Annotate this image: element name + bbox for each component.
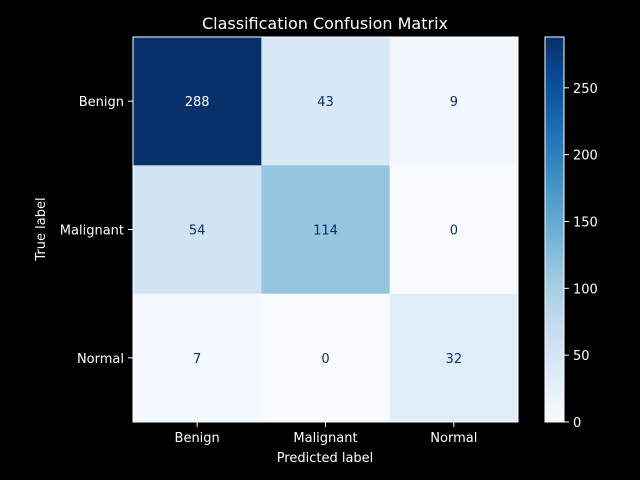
x-axis-label: Predicted label [277, 451, 374, 466]
heatmap-cell [261, 165, 391, 295]
cell-value-label: 32 [446, 352, 463, 367]
heatmap-cell [389, 165, 519, 295]
heatmap-cell [133, 293, 262, 423]
colorbar-ticks: 0 50 100 150 200 250 [564, 82, 598, 431]
y-axis-label: True label [34, 197, 49, 261]
x-tick-label: Malignant [293, 431, 357, 446]
heatmap-cell [389, 37, 519, 166]
heatmap-cell-labels: 288 43 9 54 114 0 7 0 32 [185, 95, 462, 367]
heatmap-cell [133, 37, 262, 166]
colorbar-tick-label: 100 [573, 282, 598, 297]
y-tick-label: Benign [79, 95, 124, 110]
cell-value-label: 7 [193, 352, 201, 367]
colorbar-tick-label: 250 [573, 82, 598, 97]
colorbar-tick-label: 0 [573, 416, 581, 431]
x-axis-ticks: Benign Malignant Normal [175, 422, 477, 446]
y-tick-label: Malignant [60, 224, 124, 239]
cell-value-label: 43 [317, 95, 334, 110]
colorbar-tick-label: 200 [573, 149, 598, 164]
chart-title: Classification Confusion Matrix [202, 14, 448, 33]
cell-value-label: 0 [450, 224, 458, 239]
cell-value-label: 0 [321, 352, 329, 367]
x-tick-label: Benign [175, 431, 220, 446]
cell-value-label: 54 [189, 224, 206, 239]
heatmap-cell [261, 37, 391, 166]
cell-value-label: 114 [313, 224, 338, 239]
y-tick-label: Normal [77, 352, 124, 367]
heatmap-cell [389, 293, 519, 423]
colorbar-tick-label: 150 [573, 215, 598, 230]
heatmap-cell [261, 293, 391, 423]
colorbar-tick-label: 50 [573, 349, 590, 364]
x-tick-label: Normal [430, 431, 477, 446]
heatmap-cells [133, 37, 519, 423]
y-axis-ticks: Benign Malignant Normal [60, 95, 133, 367]
cell-value-label: 9 [450, 95, 458, 110]
heatmap-cell [133, 165, 262, 295]
colorbar [544, 36, 565, 423]
cell-value-label: 288 [185, 95, 210, 110]
